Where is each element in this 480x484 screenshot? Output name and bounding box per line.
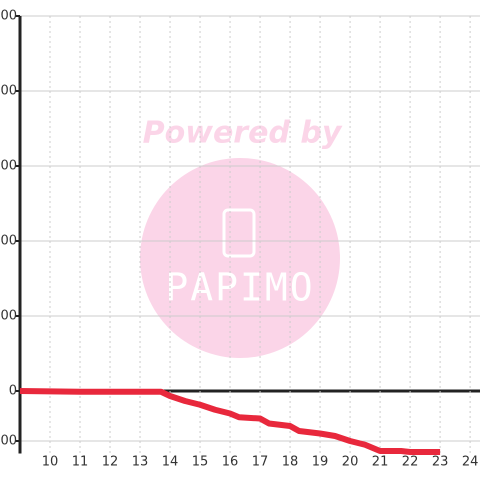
y-tick-label: 120,000 — [0, 84, 17, 99]
x-tick-label: 22 — [402, 455, 419, 470]
x-tick-label: 20 — [342, 455, 359, 470]
x-tick-label: 15 — [192, 455, 209, 470]
watermark-icon — [222, 208, 256, 258]
x-tick-label: 16 — [222, 455, 239, 470]
x-tick-label: 17 — [252, 455, 269, 470]
watermark-bottom: PAPIMO — [165, 266, 314, 310]
y-tick-label: 0 — [9, 384, 17, 399]
y-tick-label: 60,000 — [0, 234, 17, 249]
x-tick-label: 18 — [282, 455, 299, 470]
x-tick-label: 12 — [102, 455, 119, 470]
x-tick-label: 24 — [462, 455, 479, 470]
data-line — [19, 388, 441, 455]
x-tick-label: 23 — [432, 455, 449, 470]
y-tick-label: 30,000 — [0, 309, 17, 324]
x-tick-label: 13 — [132, 455, 149, 470]
y-tick-label: 150,000 — [0, 9, 17, 24]
x-tick-label: 14 — [162, 455, 179, 470]
x-tick-label: 19 — [312, 455, 329, 470]
watermark-top: Powered by — [143, 116, 343, 151]
y-tick-label: -20,000 — [0, 434, 17, 449]
x-tick-label: 21 — [372, 455, 389, 470]
x-tick-label: 11 — [72, 455, 89, 470]
y-tick-label: 90,000 — [0, 159, 17, 174]
x-tick-label: 10 — [42, 455, 59, 470]
